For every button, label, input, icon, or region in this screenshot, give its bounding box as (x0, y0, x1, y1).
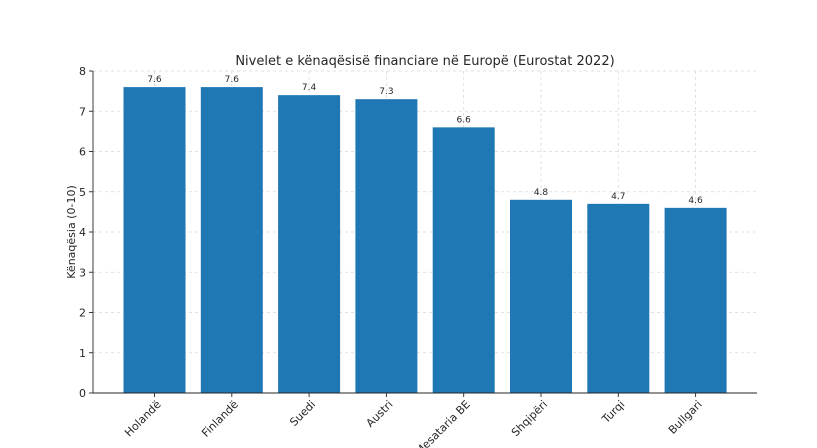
bar-value-label: 7.6 (147, 75, 162, 85)
bar-value-label: 7.6 (225, 75, 240, 85)
bar-value-label: 4.7 (611, 192, 625, 202)
bar (587, 203, 650, 393)
y-tick-label: 5 (79, 186, 86, 199)
bar (664, 207, 727, 393)
bar (123, 87, 186, 393)
y-tick-label: 0 (79, 387, 86, 400)
axis-layer (89, 70, 757, 397)
x-tick-label: Turqi (599, 398, 628, 427)
bar (432, 127, 495, 393)
bar (200, 87, 263, 393)
y-tick-label: 8 (79, 65, 86, 78)
bar-value-label: 4.6 (688, 196, 703, 206)
x-tick-label: Suedi (287, 398, 318, 429)
bar-value-label: 6.6 (457, 115, 472, 125)
y-tick-label: 7 (79, 105, 86, 118)
y-tick-label: 1 (79, 347, 86, 360)
y-tick-label: 3 (79, 266, 86, 279)
y-axis-title: Kënaqësia (0-10) (65, 185, 78, 278)
x-tick-label: Austri (364, 398, 396, 430)
y-tick-label: 4 (79, 226, 86, 239)
y-tick-label: 2 (79, 307, 86, 320)
y-tick-label: 6 (79, 146, 86, 159)
x-tick-label: Shqipëri (509, 398, 550, 439)
bar-value-label: 7.3 (379, 87, 393, 97)
chart-title: Nivelet e kënaqësisë financiare në Europ… (235, 54, 614, 69)
bar-value-label: 7.4 (302, 83, 317, 93)
x-tick-label: Holandë (122, 398, 164, 440)
x-tick-label: Mesataria BE (413, 398, 473, 448)
bar-value-label: 4.8 (534, 188, 549, 198)
bar (510, 199, 572, 393)
bar-layer (123, 87, 727, 394)
bar (355, 99, 418, 394)
bar (278, 95, 341, 394)
x-tick-label: Finlandë (199, 398, 241, 440)
grid-layer (93, 70, 757, 393)
x-tick-label: Bullgari (666, 398, 705, 437)
